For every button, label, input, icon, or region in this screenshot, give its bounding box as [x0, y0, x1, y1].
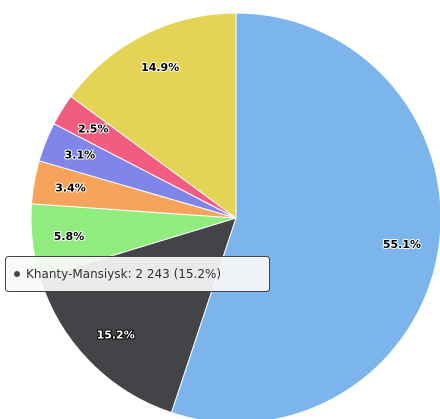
data-label: 3.1%: [65, 149, 96, 162]
data-label: 2.5%: [78, 122, 109, 135]
tooltip: Khanty-Mansiysk: 2 243 (15.2%): [5, 256, 270, 292]
tooltip-value: 2 243: [135, 267, 169, 281]
data-label: 15.2%: [97, 328, 135, 341]
tooltip-bullet: [14, 271, 20, 277]
tooltip-percent: 15.2%: [178, 267, 216, 281]
labels: 55.1% 15.2% 5.8% 3.4% 3.1% 2.5% 14.9%: [53, 60, 422, 342]
tooltip-category: Khanty-Mansiysk: [26, 267, 128, 281]
data-label: 14.9%: [141, 61, 179, 74]
slices: [30, 12, 440, 419]
slice: [170, 12, 440, 419]
tooltip-box: [5, 256, 270, 292]
tooltip-text: Khanty-Mansiysk: 2 243 (15.2%): [26, 267, 221, 281]
data-label: 3.4%: [55, 182, 86, 195]
slice: [70, 12, 237, 219]
data-label: 5.8%: [54, 230, 85, 243]
data-label: 55.1%: [383, 238, 421, 251]
